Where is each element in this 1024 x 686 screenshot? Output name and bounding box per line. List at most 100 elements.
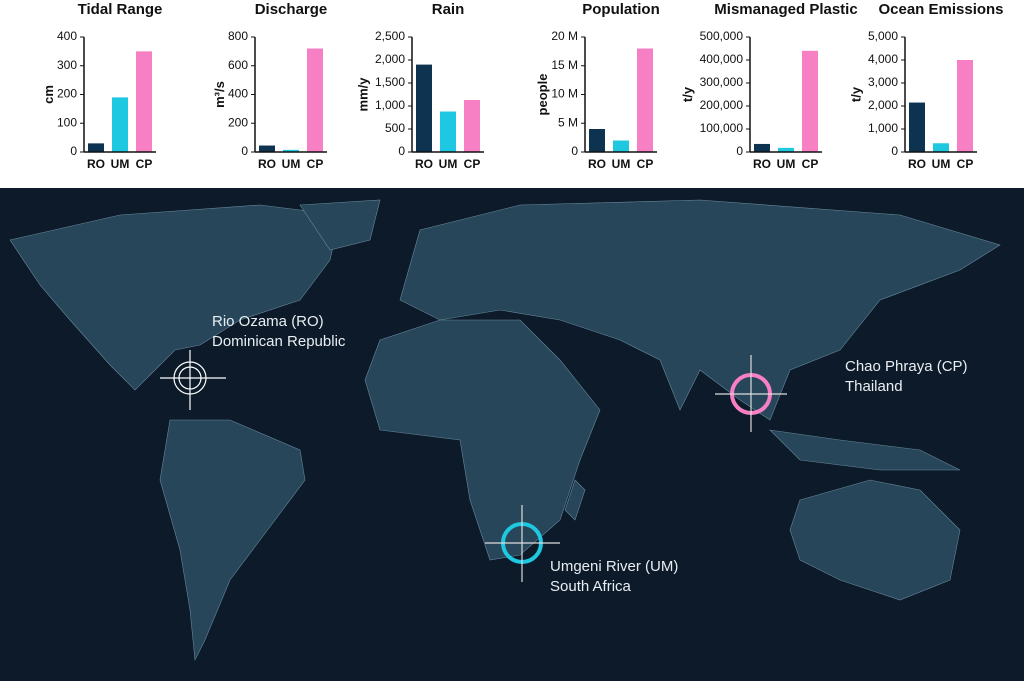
bar [754, 143, 770, 152]
x-tick-label: CP [464, 157, 481, 171]
bar [778, 147, 794, 152]
x-tick-label: RO [258, 157, 276, 171]
y-tick-label: 100,000 [700, 121, 744, 135]
bar-chart: Discharge 0 200 400 600 800 m³/s RO UM CP [212, 1, 327, 171]
y-tick-label: 100 [57, 115, 77, 129]
y-tick-label: 2,000 [375, 52, 405, 66]
bar [88, 143, 104, 152]
site-name: Umgeni River (UM) [550, 558, 678, 575]
y-tick-label: 15 M [551, 58, 578, 72]
y-tick-label: 200 [57, 87, 77, 101]
site-country: Dominican Republic [212, 333, 346, 350]
chart-title: Mismanaged Plastic [714, 1, 857, 18]
y-tick-label: 1,000 [868, 121, 898, 135]
y-tick-label: 300,000 [700, 75, 744, 89]
x-tick-label: UM [111, 157, 130, 171]
bar-chart: Mismanaged Plastic 0 100,000 200,000 300,000… [680, 1, 858, 171]
eurasia [399, 199, 1001, 421]
greenland [299, 199, 381, 251]
x-tick-label: CP [136, 157, 153, 171]
bar [637, 48, 653, 152]
chart-title: Rain [432, 1, 465, 18]
y-tick-label: 300 [57, 58, 77, 72]
southeast-asia-islands [769, 429, 961, 471]
x-tick-label: CP [802, 157, 819, 171]
site-country: South Africa [550, 578, 632, 595]
x-tick-label: RO [588, 157, 606, 171]
y-tick-label: 0 [398, 144, 405, 158]
y-tick-label: 0 [571, 144, 578, 158]
x-tick-label: CP [637, 157, 654, 171]
y-tick-label: 0 [891, 144, 898, 158]
y-tick-label: 0 [736, 144, 743, 158]
bar [957, 60, 973, 152]
site-country: Thailand [845, 378, 903, 395]
x-tick-label: RO [753, 157, 771, 171]
y-tick-label: 0 [241, 144, 248, 158]
x-tick-label: CP [957, 157, 974, 171]
bar [112, 97, 128, 152]
y-axis-label: cm [41, 85, 56, 104]
bar [440, 111, 456, 152]
bar [416, 64, 432, 152]
australia [789, 479, 961, 601]
world-map: Rio Ozama (RO) Dominican Republic Chao P… [0, 188, 1024, 681]
x-tick-label: RO [908, 157, 926, 171]
south-america [159, 419, 306, 662]
bar [802, 50, 818, 152]
y-tick-label: 4,000 [868, 52, 898, 66]
y-axis-label: m³/s [212, 81, 227, 108]
bar [933, 143, 949, 152]
bar [589, 129, 605, 152]
y-tick-label: 400 [57, 29, 77, 43]
y-axis-label: t/y [848, 86, 863, 102]
x-tick-label: UM [282, 157, 301, 171]
bar-chart: Tidal Range 0 100 200 300 400 cm RO UM CP [41, 1, 162, 171]
bar-chart: Rain 0 500 1,000 1,500 2,000 2,500 mm/y RO UM CP [355, 1, 484, 171]
y-tick-label: 20 M [551, 29, 578, 43]
y-tick-label: 0 [70, 144, 77, 158]
y-tick-label: 800 [228, 29, 248, 43]
y-tick-label: 2,000 [868, 98, 898, 112]
ro-marker [160, 350, 226, 410]
x-tick-label: UM [777, 157, 796, 171]
y-tick-label: 5 M [558, 115, 578, 129]
madagascar [564, 479, 586, 521]
x-tick-label: RO [415, 157, 433, 171]
bar-chart: Ocean Emissions 0 1,000 2,000 3,000 4,000 5,00… [848, 1, 1003, 171]
y-tick-label: 600 [228, 58, 248, 72]
bar [307, 48, 323, 152]
y-tick-label: 2,500 [375, 29, 405, 43]
y-tick-label: 10 M [551, 87, 578, 101]
y-tick-label: 500 [385, 121, 405, 135]
site-name: Chao Phraya (CP) [845, 358, 968, 375]
chart-title: Discharge [255, 1, 328, 18]
bar [283, 149, 299, 152]
site-name: Rio Ozama (RO) [212, 313, 324, 330]
x-tick-label: RO [87, 157, 105, 171]
bar-chart: Population 0 5 M 10 M 15 M 20 M people RO UM CP [535, 1, 660, 171]
y-tick-label: 200 [228, 115, 248, 129]
chart-title: Population [582, 1, 660, 18]
y-tick-label: 3,000 [868, 75, 898, 89]
y-tick-label: 5,000 [868, 29, 898, 43]
y-tick-label: 1,000 [375, 98, 405, 112]
y-axis-label: mm/y [355, 77, 370, 112]
y-tick-label: 1,500 [375, 75, 405, 89]
x-tick-label: CP [307, 157, 324, 171]
y-tick-label: 400 [228, 87, 248, 101]
bar [464, 100, 480, 152]
um-marker [485, 505, 560, 582]
y-tick-label: 200,000 [700, 98, 744, 112]
chart-title: Ocean Emissions [878, 1, 1003, 18]
x-tick-label: UM [439, 157, 458, 171]
cp-marker [715, 355, 787, 432]
north-america [9, 204, 341, 391]
bar [136, 51, 152, 152]
chart-title: Tidal Range [78, 1, 163, 18]
bar [909, 102, 925, 152]
bar [613, 140, 629, 152]
x-tick-label: UM [932, 157, 951, 171]
y-tick-label: 400,000 [700, 52, 744, 66]
